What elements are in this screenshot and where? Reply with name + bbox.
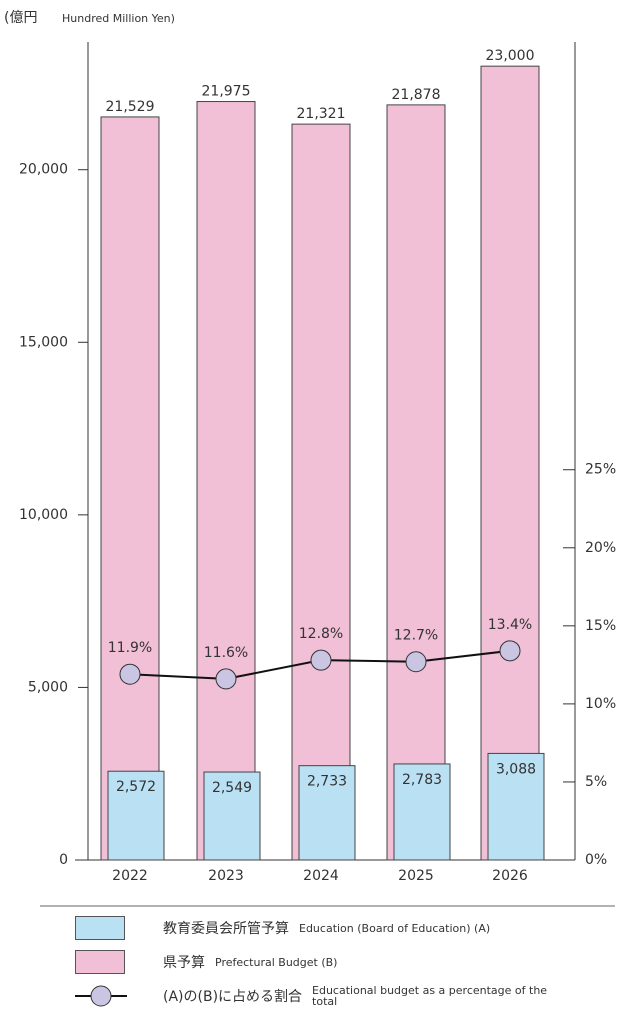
bar bbox=[107, 770, 165, 861]
bar-value-label: 2,733 bbox=[307, 774, 347, 790]
point-value-label: 11.6% bbox=[204, 645, 248, 661]
x-tick-label: 2023 bbox=[208, 868, 244, 884]
point-value-label: 11.9% bbox=[108, 640, 152, 656]
bar-value-label: 2,783 bbox=[402, 772, 442, 788]
y2-tick-label: 0% bbox=[585, 852, 607, 868]
bar bbox=[203, 771, 261, 861]
y2-tick-label: 5% bbox=[585, 774, 607, 790]
legend-label-en: Educational budget as a percentage of th… bbox=[312, 984, 548, 1008]
y-tick-label: 5,000 bbox=[28, 679, 68, 695]
marker bbox=[499, 640, 521, 662]
point-value-label: 12.7% bbox=[394, 628, 438, 644]
bar bbox=[196, 101, 256, 861]
unit-label-en: Hundred Million Yen) bbox=[62, 12, 175, 25]
bar-value-label: 23,000 bbox=[486, 48, 535, 64]
bar-value-label: 2,549 bbox=[212, 780, 252, 796]
x-tick-label: 2026 bbox=[492, 868, 528, 884]
legend-label: (A)の(B)に占める割合 bbox=[163, 989, 303, 1005]
y-tick-label: 10,000 bbox=[19, 507, 68, 523]
bar-value-label: 3,088 bbox=[496, 761, 536, 777]
y2-tick-label: 10% bbox=[585, 696, 616, 712]
x-tick-label: 2022 bbox=[112, 868, 148, 884]
bar bbox=[480, 65, 540, 861]
bar-value-label: 21,975 bbox=[202, 84, 251, 100]
y2-tick-label: 20% bbox=[585, 540, 616, 556]
y-tick-label: 0 bbox=[59, 852, 68, 868]
legend-label-en: Education (Board of Education) (A) bbox=[299, 921, 491, 935]
marker bbox=[215, 668, 237, 690]
point-value-label: 13.4% bbox=[488, 617, 532, 633]
legend-swatch bbox=[75, 985, 127, 1007]
legend-swatch bbox=[75, 916, 125, 940]
legend-item: (A)の(B)に占める割合 Educational budget as a per… bbox=[75, 984, 557, 1008]
bar bbox=[298, 765, 356, 861]
legend-swatch bbox=[75, 950, 125, 974]
bar bbox=[291, 123, 351, 861]
x-tick-label: 2025 bbox=[398, 868, 434, 884]
bar-value-label: 21,878 bbox=[392, 87, 441, 103]
marker bbox=[119, 663, 141, 685]
marker bbox=[310, 649, 332, 671]
legend-label-en: Prefectural Budget (B) bbox=[215, 955, 338, 969]
marker bbox=[405, 651, 427, 673]
unit-label: (億円 bbox=[4, 10, 37, 26]
bar-value-label: 21,529 bbox=[106, 99, 155, 115]
legend-item: 教育委員会所管予算 Education (Board of Education) … bbox=[75, 916, 490, 940]
y2-tick-label: 15% bbox=[585, 618, 616, 634]
legend-item: 県予算 Prefectural Budget (B) bbox=[75, 950, 337, 974]
bar-value-label: 2,572 bbox=[116, 779, 156, 795]
bar bbox=[487, 752, 545, 861]
point-value-label: 12.8% bbox=[299, 626, 343, 642]
y-tick-label: 20,000 bbox=[19, 162, 68, 178]
bar bbox=[393, 763, 451, 861]
x-tick-label: 2024 bbox=[303, 868, 339, 884]
y2-tick-label: 25% bbox=[585, 462, 616, 478]
bar bbox=[386, 104, 446, 861]
legend-label: 教育委員会所管予算 bbox=[163, 921, 289, 937]
legend-label: 県予算 bbox=[163, 955, 205, 971]
y-tick-label: 15,000 bbox=[19, 334, 68, 350]
bar-value-label: 21,321 bbox=[297, 106, 346, 122]
